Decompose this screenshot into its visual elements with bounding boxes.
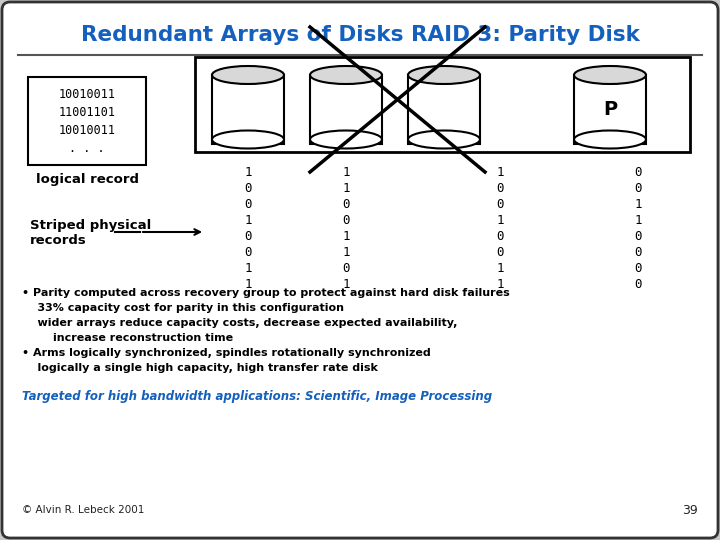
Text: 1: 1: [244, 213, 252, 226]
Text: 10010011: 10010011: [58, 89, 115, 102]
Text: 0: 0: [634, 181, 642, 194]
Bar: [195, 57, 690, 152]
Text: 0: 0: [634, 230, 642, 242]
Text: . . .: . . .: [69, 143, 105, 156]
Text: 1: 1: [342, 278, 350, 291]
Text: 0: 0: [496, 198, 504, 211]
Text: 0: 0: [634, 165, 642, 179]
Text: P: P: [603, 100, 617, 119]
Text: 10010011: 10010011: [58, 125, 115, 138]
Text: Redundant Arrays of Disks RAID 3: Parity Disk: Redundant Arrays of Disks RAID 3: Parity…: [81, 25, 639, 45]
Ellipse shape: [574, 66, 646, 84]
Text: 1: 1: [496, 213, 504, 226]
Text: 39: 39: [683, 503, 698, 516]
Text: 0: 0: [634, 261, 642, 274]
Text: 11001101: 11001101: [58, 106, 115, 119]
Text: logical record: logical record: [35, 173, 138, 186]
Ellipse shape: [310, 131, 382, 149]
Text: 0: 0: [244, 198, 252, 211]
Ellipse shape: [212, 66, 284, 84]
Text: logically a single high capacity, high transfer rate disk: logically a single high capacity, high t…: [22, 363, 378, 373]
Text: 1: 1: [634, 213, 642, 226]
Ellipse shape: [212, 131, 284, 149]
Text: 1: 1: [342, 246, 350, 259]
Bar: [574, 75, 646, 144]
Text: records: records: [30, 233, 86, 246]
Text: increase reconstruction time: increase reconstruction time: [22, 333, 233, 343]
Text: 0: 0: [496, 230, 504, 242]
Text: 1: 1: [342, 230, 350, 242]
Bar: [408, 75, 480, 144]
Bar: [28, 77, 146, 165]
Text: • Arms logically synchronized, spindles rotationally synchronized: • Arms logically synchronized, spindles …: [22, 348, 431, 358]
Text: 0: 0: [634, 246, 642, 259]
Bar: [310, 75, 382, 144]
Text: 1: 1: [496, 261, 504, 274]
Text: 0: 0: [634, 278, 642, 291]
Text: 0: 0: [244, 181, 252, 194]
Text: Targeted for high bandwidth applications: Scientific, Image Processing: Targeted for high bandwidth applications…: [22, 390, 492, 403]
Text: 1: 1: [342, 165, 350, 179]
Ellipse shape: [310, 66, 382, 84]
Text: wider arrays reduce capacity costs, decrease expected availability,: wider arrays reduce capacity costs, decr…: [22, 318, 457, 328]
Bar: [212, 75, 284, 144]
Text: 33% capacity cost for parity in this configuration: 33% capacity cost for parity in this con…: [22, 303, 344, 313]
Ellipse shape: [408, 131, 480, 149]
Text: 0: 0: [342, 261, 350, 274]
Text: © Alvin R. Lebeck 2001: © Alvin R. Lebeck 2001: [22, 505, 145, 515]
Ellipse shape: [574, 131, 646, 149]
Text: 0: 0: [496, 181, 504, 194]
Ellipse shape: [408, 66, 480, 84]
Text: 0: 0: [342, 213, 350, 226]
Text: 1: 1: [496, 165, 504, 179]
Text: 1: 1: [244, 261, 252, 274]
Text: 1: 1: [634, 198, 642, 211]
Text: 1: 1: [244, 165, 252, 179]
Text: 0: 0: [244, 230, 252, 242]
Text: 1: 1: [496, 278, 504, 291]
Text: 0: 0: [496, 246, 504, 259]
Text: 0: 0: [342, 198, 350, 211]
Text: 0: 0: [244, 246, 252, 259]
Text: Striped physical: Striped physical: [30, 219, 151, 232]
Text: 1: 1: [342, 181, 350, 194]
Text: • Parity computed across recovery group to protect against hard disk failures: • Parity computed across recovery group …: [22, 288, 510, 298]
Text: 1: 1: [244, 278, 252, 291]
